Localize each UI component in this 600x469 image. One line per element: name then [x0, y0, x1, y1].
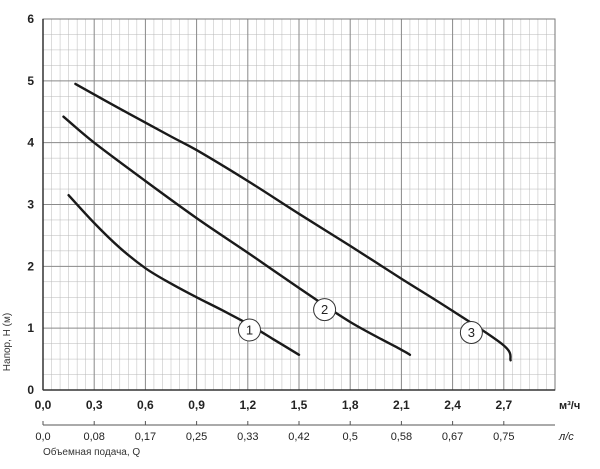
y-tick-label: 1: [27, 321, 34, 335]
tick-labels: 0 1 2 3 4 5 6 0,0 0,3 0,6 0,9 1,2 1,5 1,8 2,1 2,4 2,7 0,0…: [27, 12, 514, 443]
curve-1-label: 1: [246, 323, 253, 338]
x-tick-label: 0,9: [188, 398, 205, 412]
x-tick-label: 1,8: [342, 398, 359, 412]
y-tick-label: 6: [27, 12, 34, 26]
x2-tick-label: 0,08: [83, 431, 104, 443]
curves: 1 2 3: [62, 82, 512, 362]
y-tick-label: 3: [27, 198, 34, 212]
x2-tick-label: 0,25: [186, 431, 207, 443]
y-tick-label: 4: [27, 136, 34, 150]
axes: [42, 18, 556, 426]
x-tick-label: 2,7: [495, 398, 512, 412]
curve-3-label: 3: [468, 325, 475, 340]
x2-tick-label: 0,17: [135, 431, 156, 443]
x2-tick-label: 0,0: [35, 431, 50, 443]
x-tick-label: 2,1: [393, 398, 410, 412]
x2-tick-label: 0,5: [343, 431, 358, 443]
y-axis-label: Напор, H (м): [2, 313, 13, 371]
x2-tick-label: 0,33: [237, 431, 258, 443]
x2-tick-label: 0,67: [442, 431, 463, 443]
curve-2-label: 2: [321, 302, 328, 317]
curve-2-line: [62, 115, 412, 356]
curve-3-line: [74, 82, 512, 362]
x-tick-label: 1,5: [291, 398, 308, 412]
y-tick-label: 2: [27, 259, 34, 273]
x-axis-unit-m3h: м³/ч: [559, 400, 580, 412]
x-axis-label: Объемная подача, Q: [43, 446, 140, 458]
x-tick-label: 2,4: [444, 398, 461, 412]
curve-2-marker: [313, 298, 337, 322]
y-tick-label: 0: [27, 383, 34, 397]
x2-tick-label: 0,75: [493, 431, 514, 443]
x-tick-label: 0,6: [137, 398, 154, 412]
x2-tick-label: 0,58: [391, 431, 412, 443]
x-tick-label: 0,3: [86, 398, 103, 412]
curve-3-marker: [459, 320, 483, 344]
x2-axis-unit-ls: л/с: [558, 431, 574, 443]
x2-tick-label: 0,42: [288, 431, 309, 443]
curve-1-line: [67, 194, 301, 356]
curve-1-marker: [238, 318, 262, 342]
x-tick-label: 0,0: [35, 398, 52, 412]
y-tick-label: 5: [27, 74, 34, 88]
x-tick-label: 1,2: [239, 398, 256, 412]
